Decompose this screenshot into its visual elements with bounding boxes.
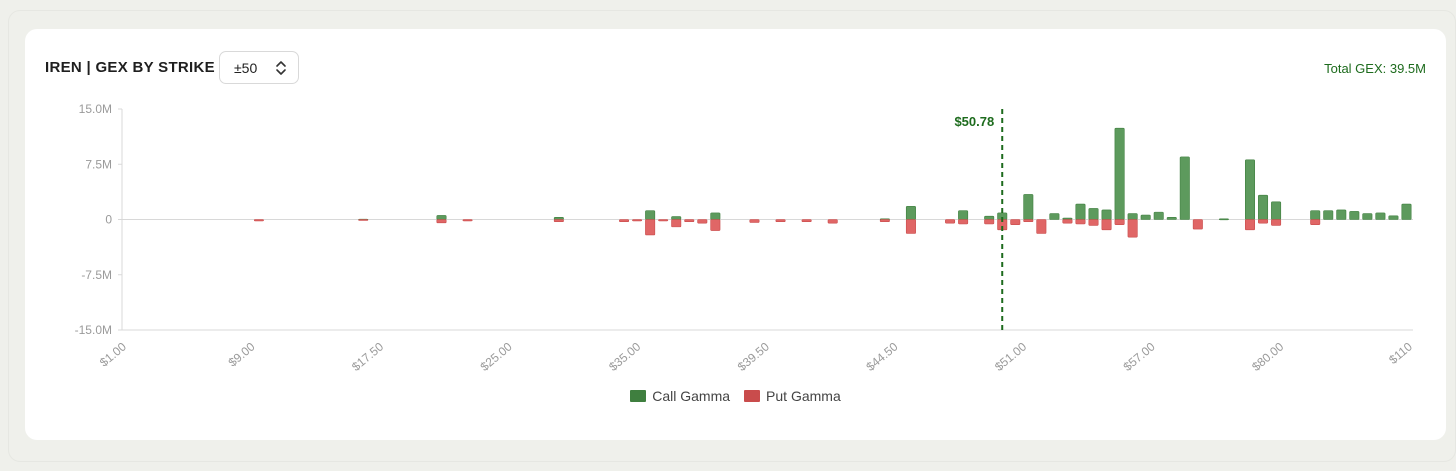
x-tick-label: $39.50 (735, 339, 772, 374)
x-tick-label: $35.00 (606, 339, 643, 374)
put-gamma-bar (710, 219, 721, 231)
call-gamma-bar (1114, 127, 1125, 220)
put-gamma-bar (749, 219, 760, 223)
put-gamma-bar (436, 219, 447, 224)
put-gamma-bar (1101, 219, 1112, 231)
call-gamma-bar (1140, 214, 1151, 220)
call-gamma-bar (1258, 194, 1269, 220)
call-gamma-bar (553, 216, 564, 220)
x-tick-label: $80.00 (1249, 339, 1286, 374)
y-tick-label: -7.5M (81, 268, 112, 282)
put-gamma-bar (1062, 219, 1073, 224)
put-gamma-bar (1023, 219, 1034, 223)
call-gamma-bar (1310, 210, 1321, 220)
put-gamma-bar (697, 219, 708, 224)
put-gamma-bar (1114, 219, 1125, 225)
put-gamma-bar (619, 219, 630, 223)
put-gamma-bar (1127, 219, 1138, 238)
put-gamma-bar (945, 219, 956, 224)
call-gamma-bar (1323, 210, 1334, 220)
put-gamma-bar (253, 219, 264, 222)
x-tick-label: $17.50 (349, 339, 386, 374)
call-gamma-bar (958, 210, 969, 220)
put-gamma-bar (984, 219, 995, 225)
call-gamma-bar (1375, 212, 1386, 220)
x-tick-label: $110 (1386, 339, 1415, 367)
put-gamma-bar (775, 219, 786, 223)
put-gamma-bar (1010, 219, 1021, 225)
put-gamma-bar (632, 219, 643, 222)
chart-title: IREN | GEX BY STRIKE (45, 59, 215, 76)
y-tick-label: 7.5M (85, 157, 112, 171)
strike-range-select[interactable]: ±50 (219, 51, 299, 84)
put-gamma-bar (658, 219, 669, 222)
put-gamma-bar (358, 219, 369, 221)
call-gamma-bar (1023, 194, 1034, 220)
spot-price-label: $50.78 (954, 114, 994, 129)
put-gamma-bar (1075, 219, 1086, 225)
y-tick-label: 0 (105, 213, 112, 227)
call-gamma-bar (1362, 213, 1373, 220)
gex-bar-chart: 15.0M 7.5M 0 -7.5M -15.0M $1.00 $9.00 $17.50 $25… (75, 102, 1416, 374)
strike-range-value: ±50 (234, 60, 258, 76)
put-gamma-bar (1036, 219, 1047, 234)
call-gamma-bar (645, 210, 656, 220)
x-tick-label: $51.00 (992, 339, 1029, 374)
chevron-up-down-icon (276, 61, 286, 75)
call-gamma-bar (984, 215, 995, 220)
call-gamma-bar (1179, 156, 1190, 220)
put-gamma-bar (1271, 219, 1282, 226)
call-gamma-bar (905, 205, 916, 220)
total-gex-label: Total GEX: 39.5M (1324, 61, 1426, 76)
put-gamma-bar (1310, 219, 1321, 225)
put-gamma-bar (553, 219, 564, 223)
put-gamma-bar (827, 219, 838, 224)
call-gamma-bar (436, 215, 447, 220)
x-tick-label: $1.00 (97, 339, 129, 369)
call-gamma-bar (1388, 215, 1399, 220)
put-gamma-bar (958, 219, 969, 225)
put-gamma-bar (801, 219, 812, 223)
call-gamma-bar (671, 216, 682, 220)
x-tick-label: $25.00 (478, 339, 515, 374)
call-gamma-bar (1218, 218, 1229, 221)
put-gamma-bar (1258, 219, 1269, 224)
put-gamma-bar (905, 219, 916, 234)
call-gamma-bar (1271, 201, 1282, 220)
gex-chart-card: IREN | GEX BY STRIKE ±50 Total GEX: 39.5… (25, 29, 1446, 440)
y-tick-label: 15.0M (79, 102, 112, 116)
put-gamma-bar (684, 219, 695, 223)
y-tick-label: -15.0M (75, 323, 112, 337)
put-gamma-bar (1192, 219, 1203, 230)
call-gamma-bar (1349, 211, 1360, 220)
legend-item-put[interactable]: Put Gamma (744, 388, 841, 404)
call-gamma-bar (1075, 203, 1086, 220)
legend-label-put: Put Gamma (766, 388, 841, 404)
call-gamma-bar (1245, 159, 1255, 220)
call-gamma-bar (1166, 216, 1177, 220)
legend-swatch-put (744, 390, 761, 402)
call-gamma-bar (710, 212, 721, 220)
x-tick-label: $57.00 (1121, 339, 1158, 374)
legend-label-call: Call Gamma (652, 388, 731, 404)
call-gamma-bar (1127, 213, 1138, 220)
put-gamma-bar (1088, 219, 1099, 226)
chart-legend: Call Gamma Put Gamma (25, 388, 1446, 404)
call-gamma-bar (1101, 209, 1112, 220)
legend-item-call[interactable]: Call Gamma (630, 388, 730, 404)
legend-swatch-call (630, 390, 647, 402)
put-gamma-bar (462, 219, 473, 222)
put-gamma-bar (1245, 219, 1255, 231)
x-tick-label: $9.00 (226, 339, 258, 369)
call-gamma-bar (1088, 208, 1099, 220)
x-tick-label: $44.50 (863, 339, 900, 374)
call-gamma-bar (1049, 213, 1060, 220)
put-gamma-bar (879, 219, 890, 223)
put-gamma-bar (645, 219, 656, 236)
call-gamma-bar (1401, 203, 1412, 220)
put-gamma-bar (671, 219, 682, 228)
call-gamma-bar (1336, 209, 1347, 220)
call-gamma-bar (1153, 211, 1164, 220)
